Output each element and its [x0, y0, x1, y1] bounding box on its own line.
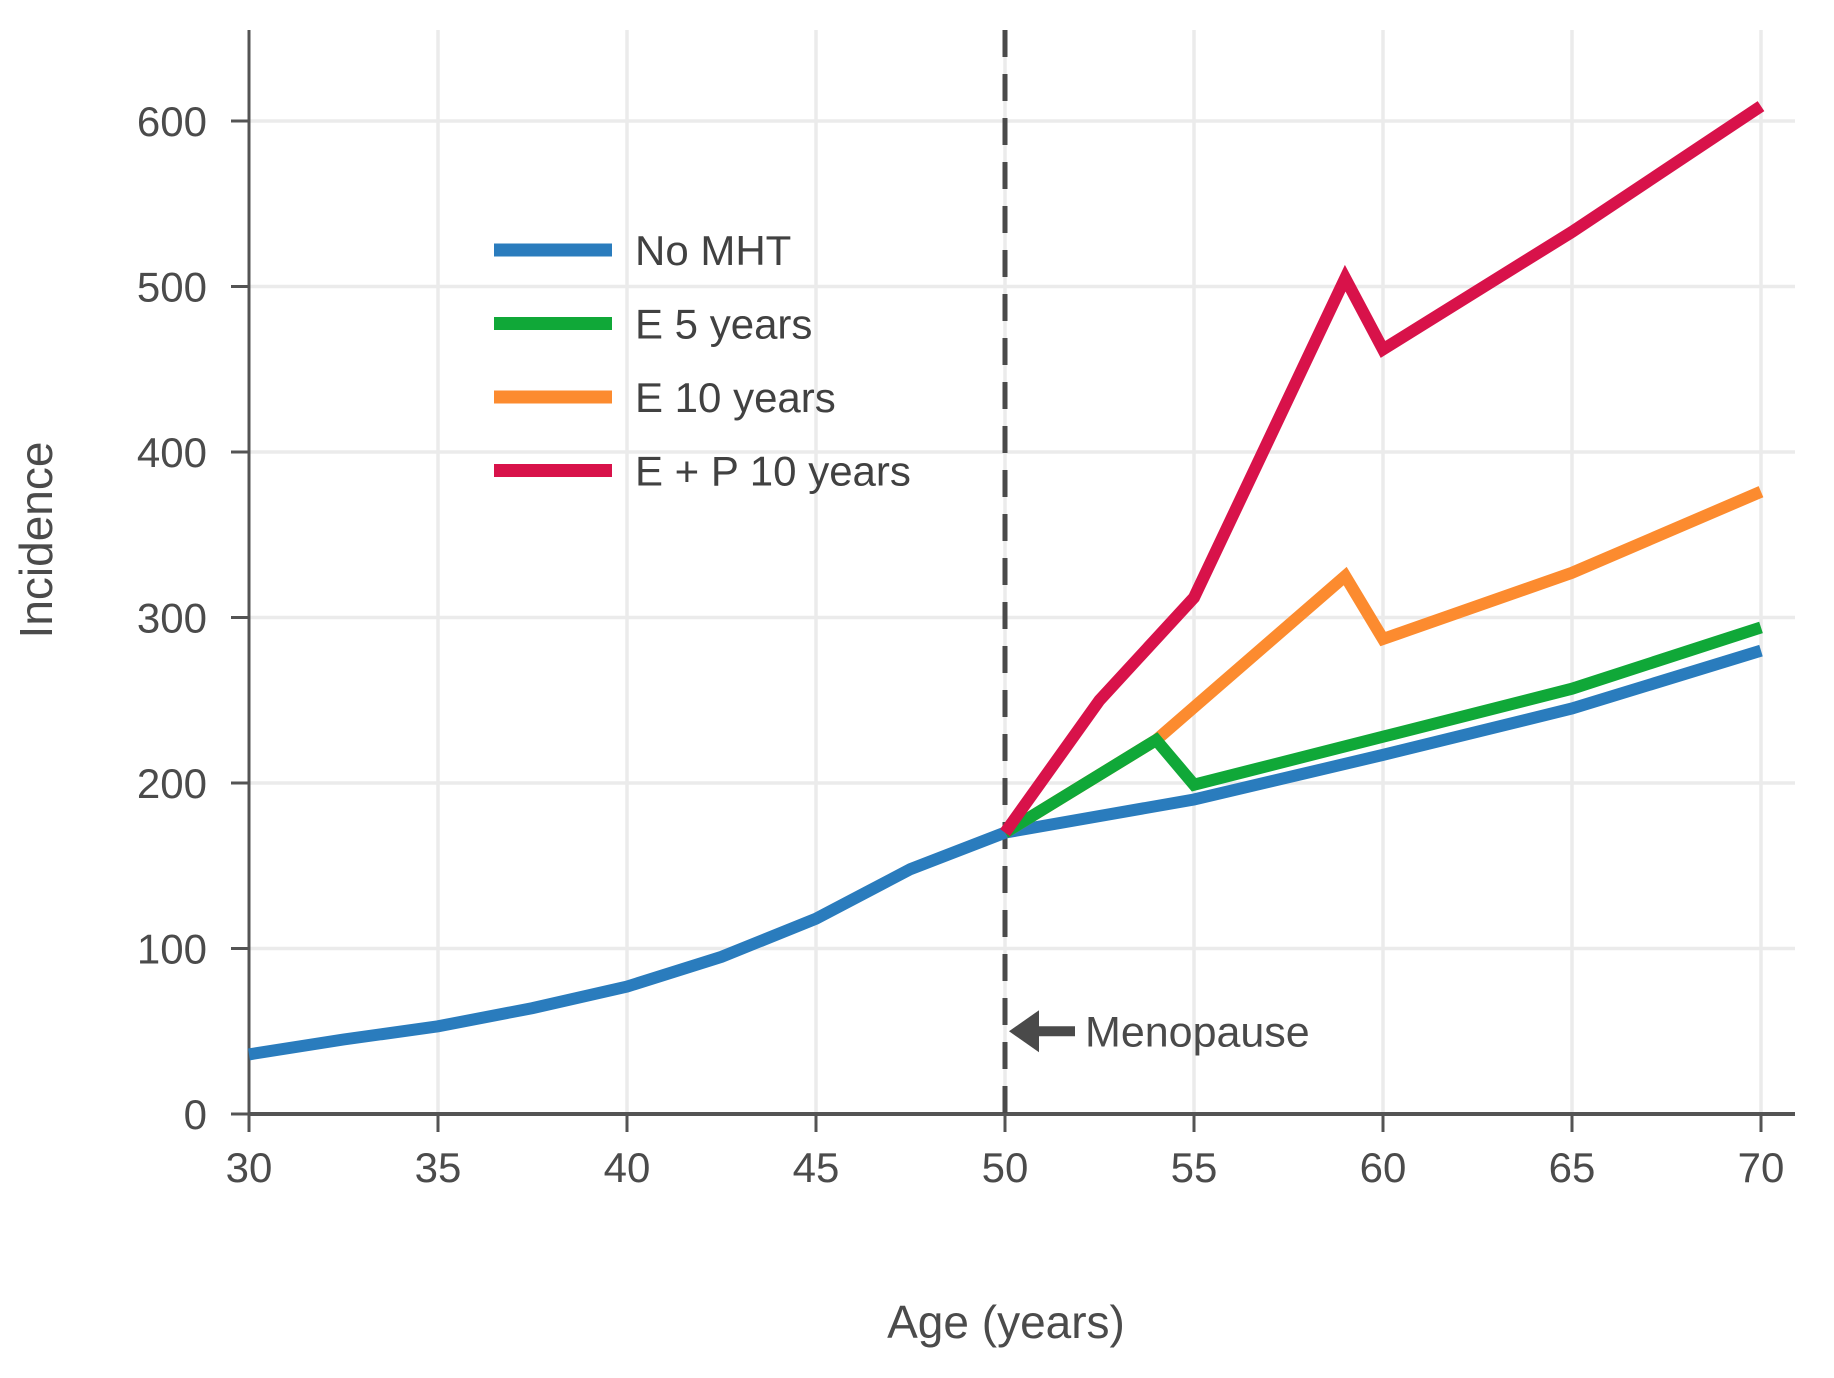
y-tick-label-500: 500: [137, 264, 207, 311]
x-tick-label-65: 65: [1549, 1144, 1596, 1191]
axis-layer: 30 35 40 45 50 55 60 65 70 0 100 200 300 400 500 600: [137, 30, 1795, 1191]
y-tick-label-200: 200: [137, 760, 207, 807]
x-tick-label-40: 40: [604, 1144, 651, 1191]
x-tick-label-70: 70: [1738, 1144, 1785, 1191]
series-line-no-mht: [248, 644, 1763, 1061]
legend-label-e-10-years: E 10 years: [635, 374, 836, 421]
legend-swatch-e-p-10-years: [494, 464, 612, 477]
legend-item-no-mht: No MHT: [494, 227, 791, 274]
x-tick-label-45: 45: [793, 1144, 840, 1191]
y-axis-title: Incidence: [10, 442, 62, 639]
y-tick-label-300: 300: [137, 595, 207, 642]
series-layer: [248, 101, 1765, 1061]
series-line-e-5-years: [1001, 621, 1763, 838]
legend-label-no-mht: No MHT: [635, 227, 791, 274]
y-tick-label-600: 600: [137, 98, 207, 145]
y-tick-label-0: 0: [184, 1091, 207, 1138]
legend: No MHT E 5 years E 10 years E + P 10 years: [494, 227, 911, 495]
x-tick-label-60: 60: [1360, 1144, 1407, 1191]
y-tick-label-100: 100: [137, 926, 207, 973]
x-tick-label-50: 50: [982, 1144, 1029, 1191]
legend-item-e-10-years: E 10 years: [494, 374, 836, 421]
x-axis-title: Age (years): [887, 1296, 1125, 1348]
menopause-annotation: Menopause: [1009, 1008, 1310, 1056]
series-line-e-p-10-years: [1000, 101, 1765, 837]
legend-label-e-5-years: E 5 years: [635, 301, 812, 348]
legend-label-e-p-10-years: E + P 10 years: [635, 448, 911, 495]
legend-item-e-p-10-years: E + P 10 years: [494, 448, 911, 495]
legend-swatch-e-10-years: [494, 390, 612, 404]
legend-swatch-e-5-years: [494, 317, 612, 330]
annotation-layer: Menopause: [1009, 1008, 1310, 1056]
left-arrow-icon: [1009, 1010, 1039, 1053]
y-tick-label-400: 400: [137, 429, 207, 476]
x-tick-label-35: 35: [415, 1144, 462, 1191]
menopause-annotation-text: Menopause: [1085, 1008, 1310, 1056]
x-tick-label-30: 30: [226, 1144, 273, 1191]
x-tick-label-55: 55: [1171, 1144, 1218, 1191]
left-arrow-shaft: [1037, 1026, 1075, 1037]
legend-swatch-no-mht: [494, 243, 612, 257]
legend-item-e-5-years: E 5 years: [494, 301, 812, 348]
